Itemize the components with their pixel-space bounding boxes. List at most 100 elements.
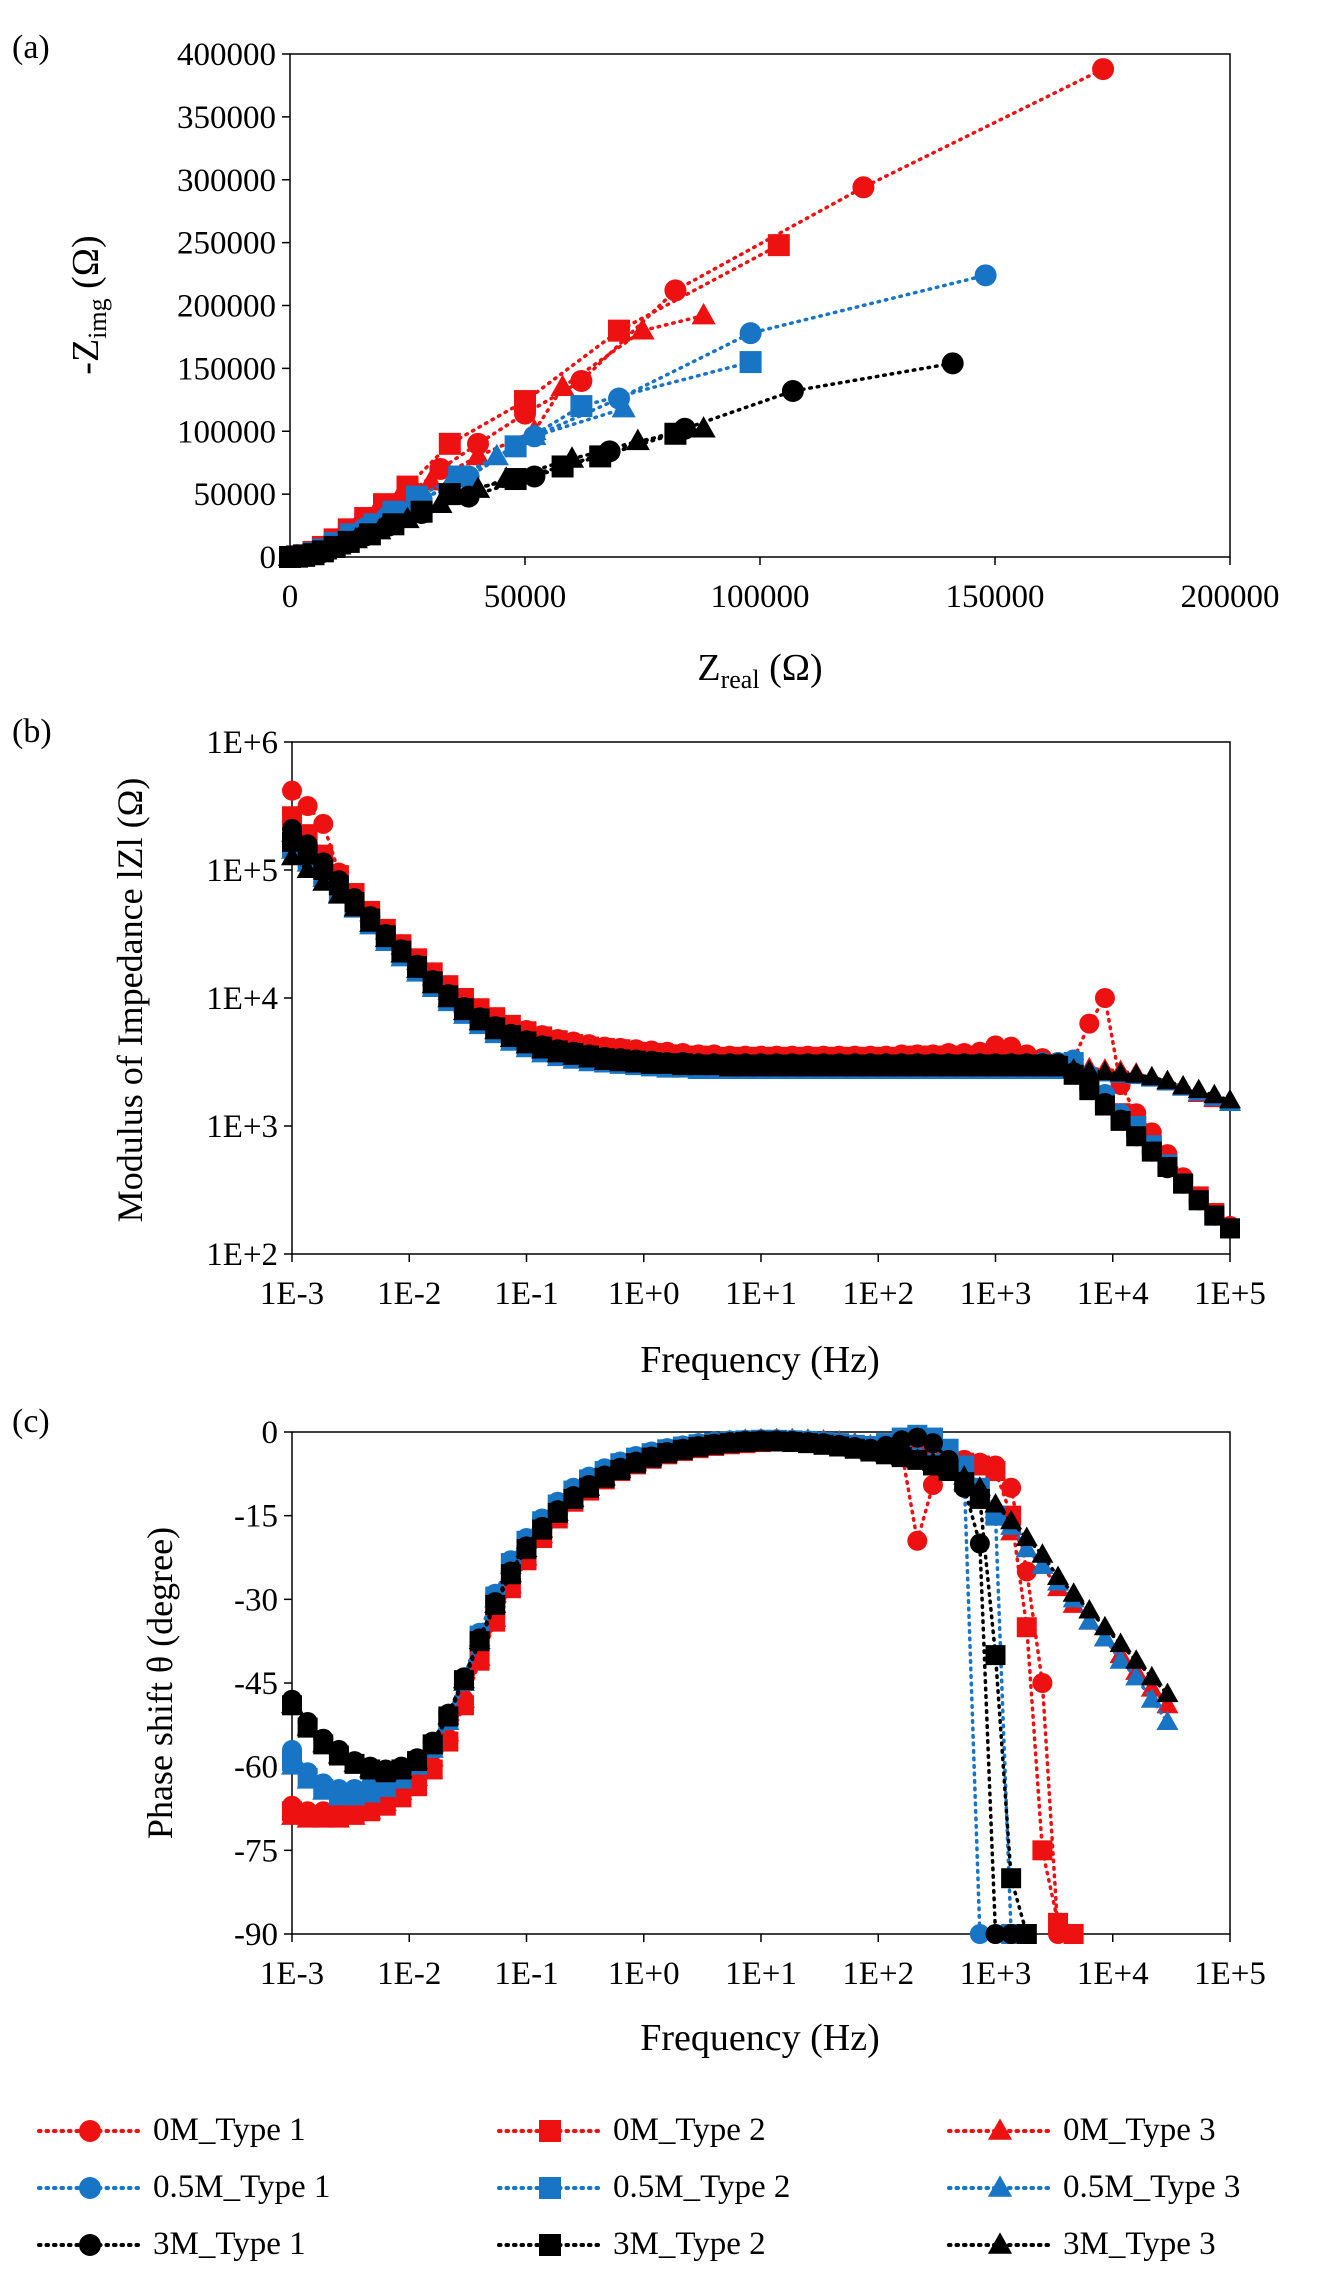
panel-label-c: (c): [12, 1403, 50, 1440]
panel-a-chart: 0 50000 100000 150000 200000 0 50000 100000 1500…: [65, 37, 1280, 694]
data-point: [327, 1808, 350, 1828]
series-line: [290, 788, 1232, 1228]
legend-swatch: [37, 2119, 143, 2142]
data-point: [499, 1027, 522, 1047]
data-point: [382, 513, 405, 536]
data-point: [297, 796, 318, 816]
data-point: [611, 395, 636, 418]
data-point: [1140, 1688, 1163, 1708]
data-point: [281, 1693, 303, 1714]
data-point: [796, 1431, 819, 1452]
data-point: [374, 1760, 397, 1781]
data-point: [624, 1053, 647, 1073]
data-point: [687, 1055, 710, 1076]
data-point: [625, 428, 650, 451]
data-point: [937, 1456, 960, 1477]
y-tick-label: 1E+6: [206, 725, 278, 761]
data-point: [1187, 1078, 1210, 1099]
legend-item: 0.5M_Type 1: [35, 2159, 330, 2216]
x-tick-label: 1E+2: [842, 1956, 914, 1992]
panel-c-plot-area: [291, 1431, 1231, 1935]
legend-marker: [79, 2233, 101, 2256]
data-point: [374, 927, 397, 948]
data-point: [843, 1056, 866, 1077]
data-point: [468, 1010, 491, 1031]
data-point: [296, 1716, 319, 1736]
data-point: [921, 1056, 944, 1077]
data-point: [734, 1430, 757, 1451]
data-point: [1156, 1682, 1179, 1703]
data-point: [410, 500, 433, 523]
data-point: [1032, 1840, 1053, 1861]
data-point: [767, 234, 790, 257]
data-point: [1078, 1059, 1101, 1079]
y-tick-label: -15: [234, 1499, 278, 1535]
data-point: [374, 1777, 397, 1797]
data-point: [438, 432, 461, 455]
data-point: [1093, 1626, 1116, 1647]
series-line: [290, 1435, 1013, 1936]
panel-label-a: (a): [12, 29, 50, 66]
series-line: [290, 845, 1232, 1231]
data-point: [327, 884, 350, 904]
panel-b-series-3m-type-2: [282, 831, 1240, 1239]
panel-b-series-0-5m-type-1: [282, 834, 1240, 1239]
series-line: [290, 1439, 1076, 1936]
data-point: [343, 1805, 366, 1825]
legend-item: 3M_Type 1: [35, 2216, 306, 2273]
data-point: [523, 465, 546, 488]
data-point: [1126, 1126, 1147, 1147]
data-point: [1094, 1095, 1115, 1116]
y-tick-label: 250000: [177, 226, 276, 262]
data-point: [691, 416, 716, 438]
data-point: [859, 1440, 882, 1460]
data-point: [1079, 1013, 1100, 1034]
x-tick-label: 1E+4: [1077, 1956, 1149, 1992]
data-point: [593, 1050, 616, 1070]
data-point: [765, 1429, 788, 1450]
data-point: [609, 1051, 632, 1072]
data-point: [1062, 1058, 1085, 1078]
data-point: [452, 1688, 475, 1708]
data-point: [1031, 1056, 1054, 1077]
data-point: [828, 1056, 851, 1077]
legend: 0M_Type 1 0M_Type 2 0M_Type 3 0.5M_Type 1 0.…: [35, 2102, 1295, 2273]
x-tick-label: 1E-2: [377, 1276, 441, 1312]
data-point: [907, 1530, 928, 1551]
data-point: [359, 912, 382, 932]
legend-item: 0.5M_Type 3: [945, 2159, 1240, 2216]
data-point: [1140, 1665, 1163, 1686]
data-point: [559, 446, 585, 468]
x-tick-label: 150000: [946, 579, 1045, 615]
x-tick-label: 1E-2: [377, 1956, 441, 1992]
y-tick-label: -90: [234, 1917, 278, 1953]
panel-b-plot-area: [291, 741, 1231, 1255]
legend-swatch: [497, 2119, 603, 2142]
y-tick-label: 150000: [177, 351, 276, 387]
data-point: [941, 352, 964, 375]
data-point: [1203, 1083, 1226, 1104]
data-point: [907, 1427, 928, 1448]
data-point: [531, 1518, 554, 1538]
data-point: [687, 1435, 710, 1456]
data-point: [859, 1056, 882, 1077]
x-tick-label: 1E-3: [260, 1956, 324, 1992]
data-point: [1016, 1924, 1037, 1944]
data-point: [781, 1430, 804, 1451]
data-point: [1109, 1649, 1132, 1669]
legend-swatch: [947, 2117, 1053, 2140]
data-point: [781, 380, 804, 403]
series-line: [290, 842, 1232, 1231]
data-point: [390, 1780, 413, 1800]
data-point: [1015, 1526, 1038, 1546]
data-point: [428, 491, 453, 513]
data-point: [1140, 1065, 1163, 1086]
data-point: [718, 1431, 741, 1452]
x-tick-label: 50000: [484, 579, 567, 615]
y-tick-label: -60: [234, 1750, 278, 1786]
panel-c-series-3m-type-3: [281, 1429, 1179, 1781]
data-point: [691, 302, 716, 325]
data-point: [974, 264, 997, 287]
data-point: [1032, 1673, 1053, 1693]
data-point: [1156, 1069, 1179, 1090]
